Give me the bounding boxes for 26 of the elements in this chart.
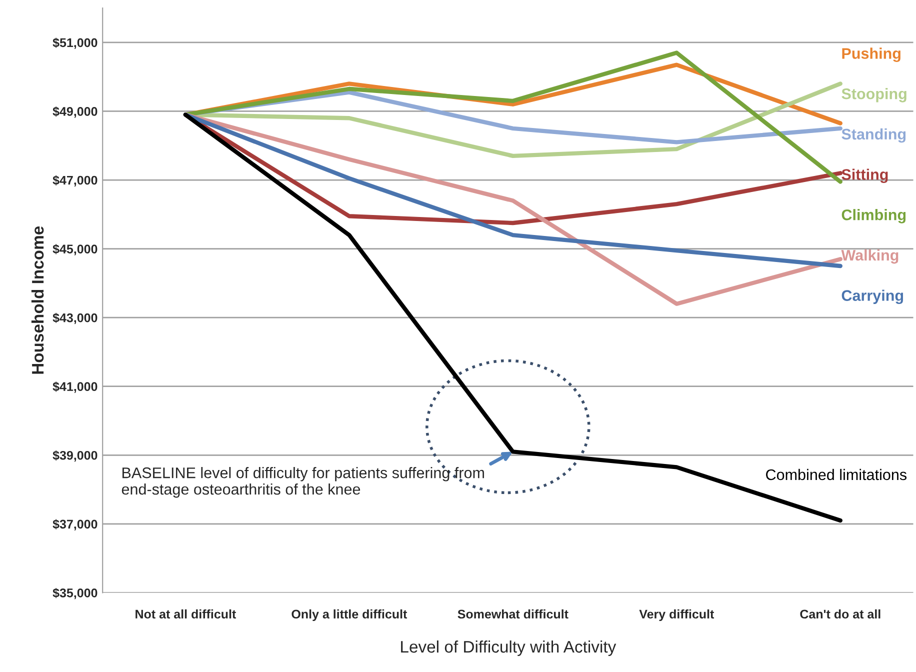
x-tick-label: Very difficult bbox=[639, 609, 714, 622]
series-label: Stooping bbox=[842, 88, 906, 102]
x-tick-label: Not at all difficult bbox=[136, 609, 236, 619]
series-label: Sitting bbox=[842, 168, 888, 184]
y-tick-label: $49,000 bbox=[52, 106, 98, 118]
y-tick-label: $39,000 bbox=[52, 450, 98, 462]
y-tick-label: $45,000 bbox=[52, 244, 98, 256]
y-tick-label: $37,000 bbox=[52, 519, 98, 530]
text: Pushing bbox=[842, 48, 900, 62]
y-tick-label: $51,000 bbox=[52, 38, 98, 49]
y-tick-label: $43,000 bbox=[52, 312, 98, 324]
y-tick-label: $47,000 bbox=[52, 175, 98, 186]
series-label: Standing bbox=[842, 128, 906, 143]
series-label: Climbing bbox=[842, 209, 906, 224]
x-axis-title: Level of Difficulty with Activity bbox=[401, 640, 616, 656]
annotation: BASELINE level of difficulty for patients suffering from end-stage osteoarthritis of the knee bbox=[122, 467, 484, 498]
series-label: Walking bbox=[841, 249, 898, 264]
y-tick-label: $35,000 bbox=[52, 588, 98, 600]
y-tick-label: $41,000 bbox=[52, 382, 98, 393]
y-axis-title: Household Income bbox=[31, 226, 44, 374]
series-label: Carrying bbox=[842, 290, 904, 304]
line-series bbox=[183, 112, 842, 268]
series-label: Combined limitations bbox=[766, 468, 907, 480]
x-tick-label: Somewhat difficult bbox=[458, 609, 568, 619]
x-tick-label: Only a little difficult bbox=[292, 609, 408, 622]
x-tick-label: Can't do at all bbox=[800, 609, 880, 619]
